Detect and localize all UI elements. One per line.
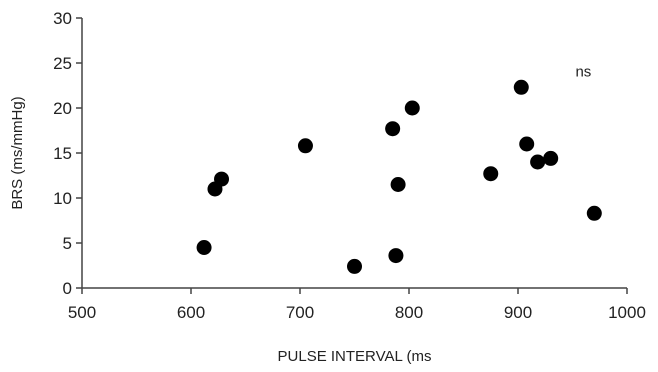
- data-point: [385, 121, 401, 137]
- x-tick-label: 1000: [608, 303, 646, 322]
- data-point: [214, 171, 230, 187]
- y-tick-label: 20: [53, 99, 72, 118]
- data-point: [513, 79, 529, 95]
- y-tick-label: 15: [53, 144, 72, 163]
- data-point: [519, 136, 535, 152]
- data-points: [196, 79, 602, 274]
- y-axis-title: BRS (ms/mmHg): [9, 96, 26, 209]
- annotations: ns: [575, 64, 591, 81]
- data-point: [543, 150, 559, 166]
- x-axis-title: PULSE INTERVAL (ms: [278, 348, 432, 365]
- x-tick-label: 700: [286, 303, 314, 322]
- y-tick-label: 0: [63, 279, 72, 298]
- annotation-label: ns: [575, 64, 591, 81]
- axes: [81, 18, 627, 289]
- x-tick-label: 600: [177, 303, 205, 322]
- y-ticks: 0 5 10 15 20 25 30: [53, 9, 82, 298]
- data-point: [388, 248, 404, 264]
- y-tick-label: 5: [63, 234, 72, 253]
- y-tick-label: 30: [53, 9, 72, 28]
- x-tick-label: 800: [395, 303, 423, 322]
- data-point: [404, 100, 420, 116]
- y-tick-label: 25: [53, 54, 72, 73]
- x-tick-label: 900: [504, 303, 532, 322]
- x-ticks: 500 600 700 800 900 1000: [68, 288, 646, 322]
- x-tick-label: 500: [68, 303, 96, 322]
- data-point: [586, 205, 602, 221]
- data-point: [297, 138, 313, 154]
- data-point: [196, 240, 212, 255]
- data-point: [530, 154, 546, 170]
- data-point: [483, 166, 499, 182]
- data-point: [390, 177, 406, 192]
- data-point: [347, 258, 362, 274]
- y-tick-label: 10: [53, 189, 72, 208]
